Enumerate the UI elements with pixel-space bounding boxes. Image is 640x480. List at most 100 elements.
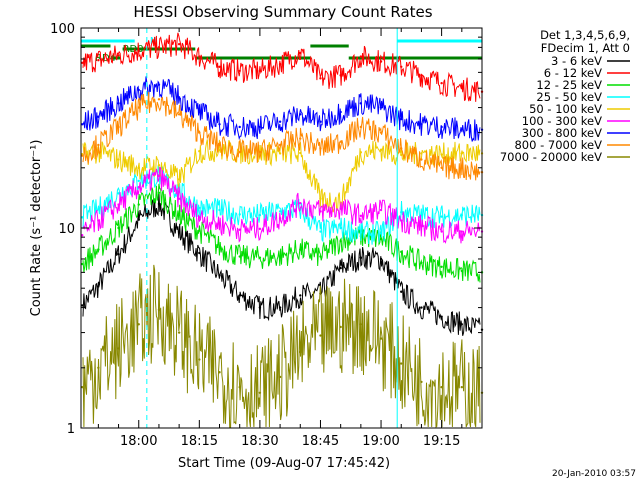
series-point <box>299 294 302 297</box>
series-point <box>359 214 363 218</box>
series-point <box>379 237 383 241</box>
series-point <box>460 230 464 233</box>
series-5 <box>81 166 484 244</box>
series-point <box>238 385 241 389</box>
series-point <box>137 218 140 221</box>
series-point <box>157 83 161 86</box>
series-point <box>339 140 342 143</box>
series-line <box>82 191 481 336</box>
series-point <box>198 55 201 58</box>
series-point <box>299 202 302 205</box>
series-point <box>117 102 120 105</box>
series-point <box>379 60 383 63</box>
series-point <box>278 62 282 66</box>
series-point <box>157 174 161 178</box>
series-point <box>460 269 464 273</box>
series-point <box>137 179 140 183</box>
flag-label: RD4 <box>95 53 116 64</box>
y-axis-ticks: 1 10 100 <box>50 22 482 437</box>
series-point <box>339 226 342 230</box>
series-point <box>299 151 302 155</box>
series-point <box>198 251 201 255</box>
series-point <box>218 208 221 212</box>
series-point <box>81 61 84 64</box>
series-point <box>117 252 120 256</box>
series-point <box>157 98 161 101</box>
series-point <box>97 115 100 118</box>
series-point <box>400 290 403 293</box>
series-point <box>440 385 443 389</box>
legend-entry: 100 - 300 keV <box>522 114 602 128</box>
series-point <box>258 391 262 394</box>
series-point <box>238 125 241 129</box>
series-point <box>137 49 140 52</box>
y-tick-label: 1 <box>67 422 75 437</box>
series-point <box>137 185 140 189</box>
series-point <box>97 248 100 251</box>
series-3 <box>81 165 484 245</box>
footer-timestamp: 20-Jan-2010 03:57 <box>552 469 636 479</box>
series-point <box>258 125 262 129</box>
series-point <box>97 219 100 222</box>
series-point <box>420 152 423 155</box>
series-point <box>400 117 403 121</box>
series-point <box>299 113 302 116</box>
series-point <box>440 265 443 268</box>
series-point <box>319 120 322 123</box>
series-point <box>339 110 342 114</box>
series-point <box>238 69 241 73</box>
series-point <box>81 385 84 389</box>
series-point <box>440 215 443 218</box>
series-point <box>440 125 443 129</box>
series-point <box>258 227 262 231</box>
series-point <box>278 216 282 220</box>
series-point <box>157 202 161 206</box>
series-point <box>359 55 363 58</box>
x-tick-label: 18:45 <box>302 434 339 449</box>
series-point <box>379 257 383 261</box>
series-point <box>278 255 282 258</box>
series-point <box>400 250 403 254</box>
series-point <box>177 231 181 234</box>
series-line <box>82 91 481 181</box>
series-0 <box>81 191 484 336</box>
series-point <box>339 74 342 77</box>
series-point <box>319 197 322 200</box>
series-point <box>218 123 221 126</box>
series-point <box>177 113 181 116</box>
series-point <box>97 208 100 211</box>
series-point <box>137 323 140 326</box>
series-point <box>400 362 403 365</box>
series-point <box>400 147 403 150</box>
series-point <box>420 158 423 161</box>
series-point <box>238 213 241 216</box>
series-point <box>460 87 464 90</box>
series-point <box>157 164 161 167</box>
series-point <box>238 228 241 231</box>
series-point <box>278 120 282 123</box>
series-point <box>278 143 282 147</box>
legend-entry: 800 - 7000 keV <box>514 138 602 152</box>
series-point <box>198 131 201 134</box>
series-layer <box>81 32 484 428</box>
series-2 <box>81 183 484 283</box>
legend-entry: 3 - 6 keV <box>551 54 602 68</box>
series-point <box>460 323 464 326</box>
series-point <box>198 216 201 219</box>
series-point <box>177 197 181 200</box>
series-point <box>81 304 84 307</box>
series-8 <box>81 264 484 428</box>
series-point <box>117 54 120 57</box>
series-point <box>157 191 161 194</box>
series-point <box>218 65 221 68</box>
y-tick-label: 100 <box>50 22 75 37</box>
series-point <box>319 147 322 150</box>
series-point <box>339 207 342 210</box>
legend-entry: 25 - 50 keV <box>536 90 602 104</box>
series-point <box>420 261 423 264</box>
legend-header: FDecim 1, Att 0 <box>541 41 630 55</box>
series-point <box>359 323 363 326</box>
series-point <box>81 216 84 219</box>
series-point <box>258 150 262 154</box>
